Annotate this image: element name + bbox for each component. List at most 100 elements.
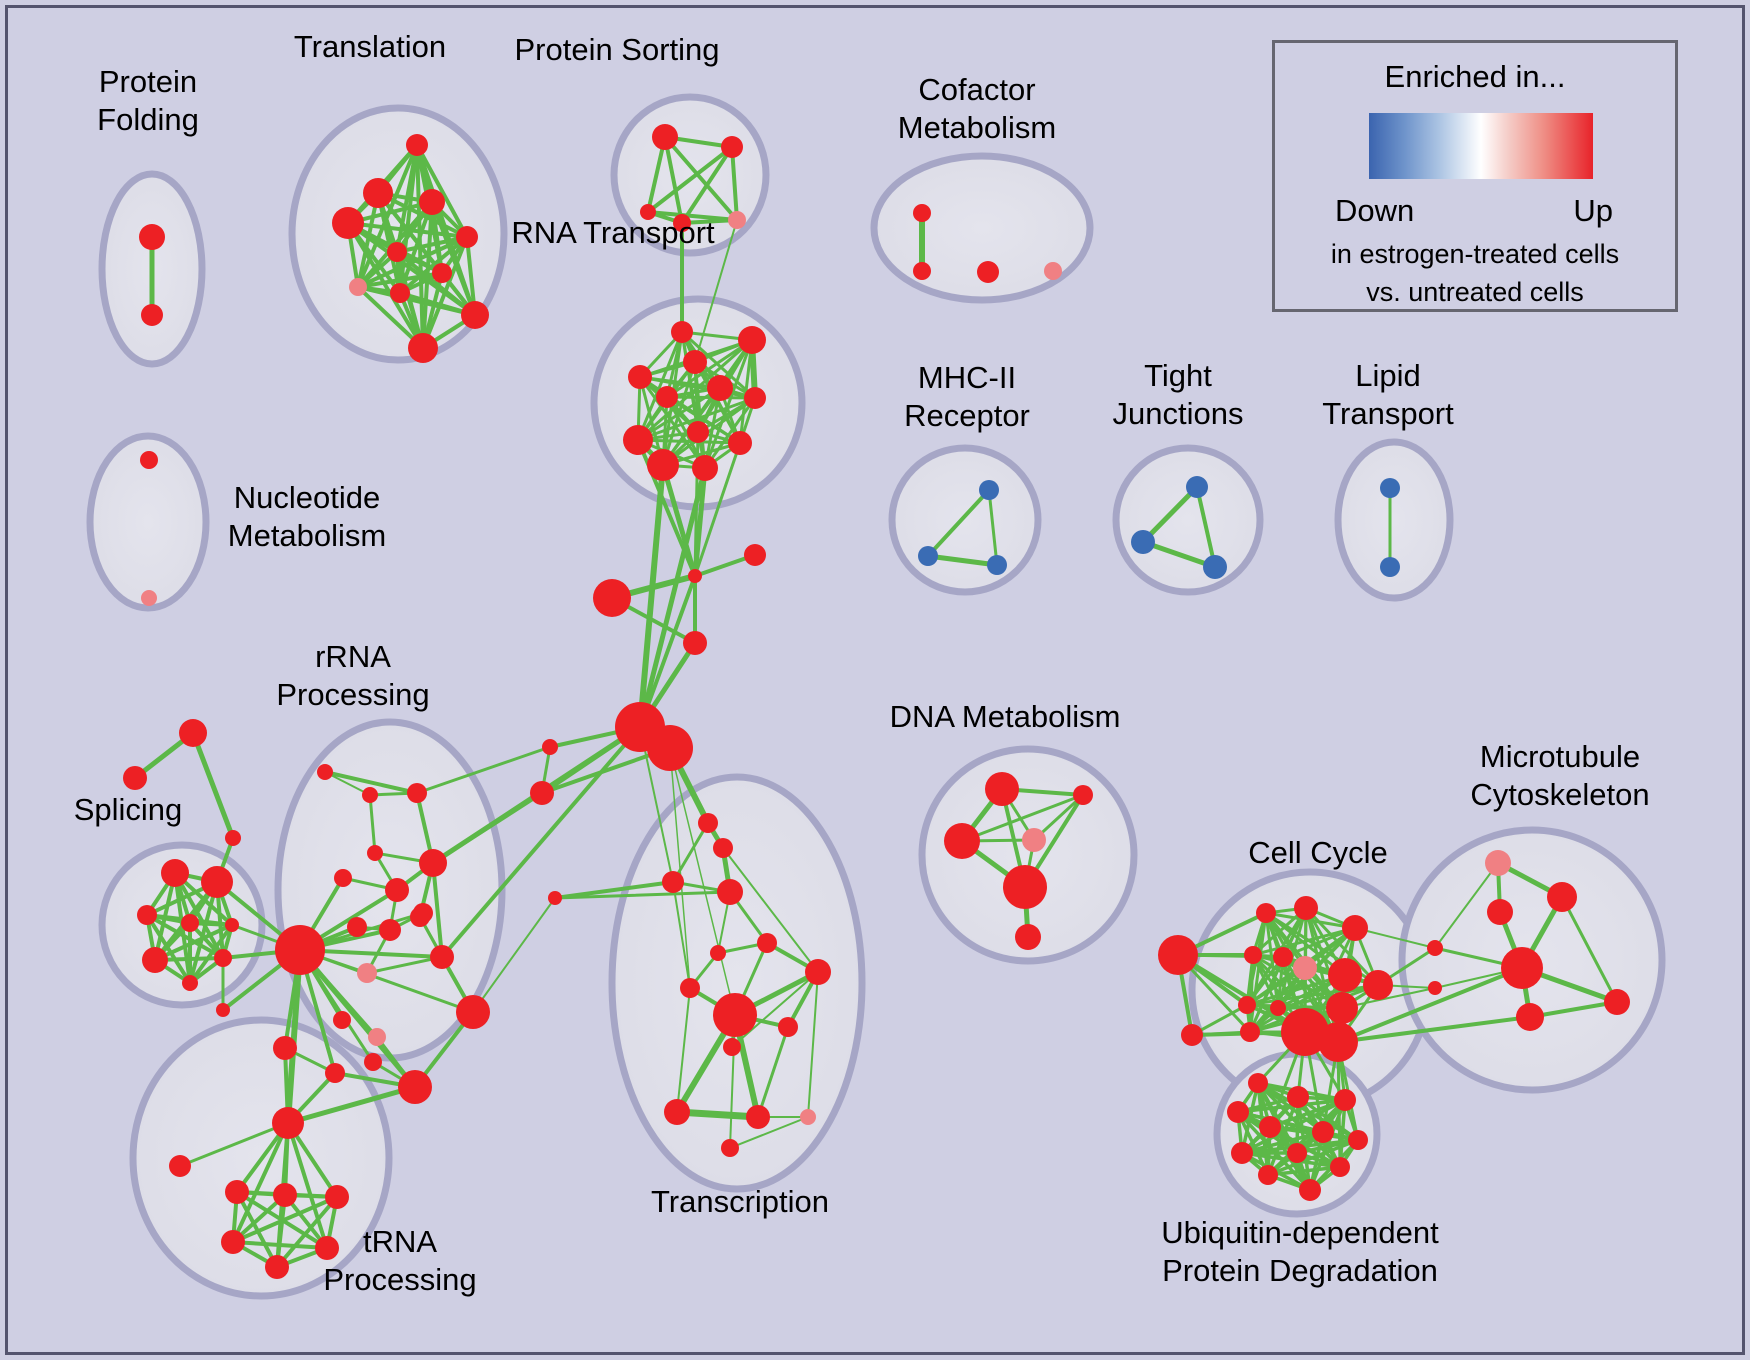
node-p3 — [640, 204, 656, 220]
node-t4 — [332, 207, 364, 239]
network-edge — [1240, 1130, 1325, 1155]
node-t1 — [406, 134, 428, 156]
network-edge — [730, 145, 739, 222]
cluster-label-protein-folding: Folding — [97, 102, 199, 137]
node-c4 — [1044, 262, 1062, 280]
node-g2 — [123, 766, 147, 790]
node-c2 — [913, 262, 931, 280]
cluster-label-protein-folding: Protein — [99, 64, 197, 99]
node-r8 — [687, 421, 709, 443]
node-f2 — [273, 1183, 297, 1207]
node-q5 — [419, 849, 447, 877]
network-edge — [1251, 926, 1357, 957]
network-edge — [145, 913, 192, 985]
network-edge — [553, 890, 732, 900]
network-edge — [729, 1014, 736, 1149]
network-edge — [637, 465, 708, 730]
node-j4 — [683, 631, 707, 655]
cluster-label-dna-metabolism: DNA Metabolism — [890, 699, 1121, 734]
node-r4 — [628, 365, 652, 389]
node-r11 — [647, 449, 679, 481]
network-edge — [398, 235, 469, 295]
node-t3 — [419, 189, 445, 215]
node-u2 — [141, 590, 157, 606]
node-x3 — [680, 978, 700, 998]
node-n3 — [1203, 555, 1227, 579]
legend-down-label: Down — [1335, 193, 1415, 228]
node-r5 — [707, 375, 733, 401]
node-v6 — [1293, 956, 1317, 980]
node-f6 — [265, 1255, 289, 1279]
node-tc2 — [713, 838, 733, 858]
network-edge — [1336, 966, 1524, 1044]
node-j2 — [744, 544, 766, 566]
network-edge — [636, 330, 684, 442]
network-edge — [661, 396, 757, 467]
node-v4 — [1244, 946, 1262, 964]
cluster-label-mhc-ii-receptor: Receptor — [904, 398, 1030, 433]
node-w11 — [1258, 1165, 1278, 1185]
node-w9 — [1287, 1143, 1307, 1163]
node-s3 — [548, 891, 562, 905]
network-edge — [356, 271, 444, 289]
node-f3 — [325, 1185, 349, 1209]
network-edge — [1434, 862, 1499, 949]
node-x2 — [710, 945, 726, 961]
node-w7 — [1348, 1130, 1368, 1150]
node-r3 — [683, 350, 707, 374]
node-x6 — [778, 1017, 798, 1037]
network-edge — [190, 730, 236, 841]
legend-box: Enriched in... Down Up in estrogen-treat… — [1272, 40, 1678, 312]
node-t11 — [408, 333, 438, 363]
node-sa — [161, 859, 189, 887]
network-edge — [1140, 539, 1218, 570]
node-k8 — [1604, 989, 1630, 1015]
node-x1 — [757, 933, 777, 953]
network-edge — [676, 987, 691, 1113]
cluster-label-cell-cycle: Cell Cycle — [1248, 835, 1388, 870]
network-edge — [440, 725, 642, 959]
network-edge — [231, 1240, 329, 1250]
node-k5 — [1428, 981, 1442, 995]
cluster-label-mhc-ii-receptor: MHC-II — [918, 360, 1016, 395]
network-edge — [807, 971, 819, 1118]
network-edge — [346, 221, 469, 239]
legend-caption-line1: in estrogen-treated cells — [1330, 239, 1620, 269]
node-v5 — [1273, 947, 1293, 967]
network-edge — [987, 488, 999, 567]
node-sh — [182, 975, 198, 991]
node-q1 — [317, 764, 333, 780]
network-edge — [638, 574, 697, 729]
node-sd — [181, 914, 199, 932]
network-edge — [188, 880, 219, 985]
cluster-label-cofactor-metabolism: Metabolism — [898, 110, 1057, 145]
node-w3 — [1227, 1101, 1249, 1123]
network-edge — [1354, 927, 1436, 949]
node-q4 — [367, 845, 383, 861]
node-sg — [214, 949, 232, 967]
node-qhub — [275, 925, 325, 975]
node-x4 — [805, 959, 831, 985]
network-edge — [275, 1193, 287, 1269]
network-edge — [663, 135, 684, 225]
network-edge — [1266, 1165, 1342, 1177]
node-se — [225, 918, 239, 932]
node-c3 — [977, 261, 999, 283]
network-edge — [636, 396, 757, 442]
node-k7 — [1516, 1003, 1544, 1031]
network-edge — [298, 948, 475, 1014]
legend-gradient-bar — [1369, 113, 1593, 179]
node-u1 — [140, 451, 158, 469]
node-v8 — [1363, 970, 1393, 1000]
network-edge — [553, 880, 675, 900]
node-r1 — [671, 321, 693, 343]
node-v1 — [1256, 903, 1276, 923]
node-b0 — [1158, 935, 1198, 975]
node-w4 — [1334, 1089, 1356, 1111]
node-q17 — [273, 1036, 297, 1060]
node-q15 — [364, 1053, 382, 1071]
network-edge — [1336, 1015, 1532, 1044]
network-edge — [638, 375, 757, 400]
node-w1 — [1248, 1073, 1268, 1093]
